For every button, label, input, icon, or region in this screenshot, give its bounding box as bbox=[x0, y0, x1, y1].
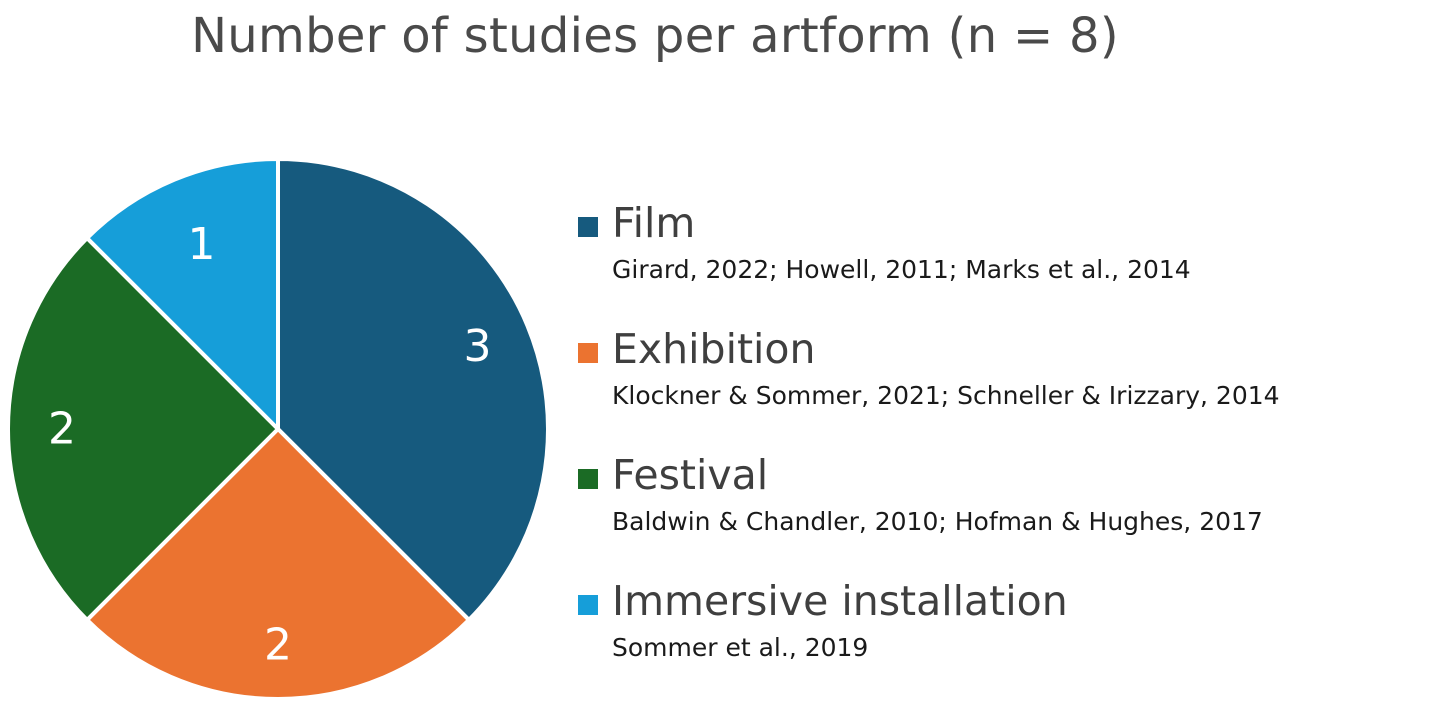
pie-slice-film bbox=[276, 157, 550, 622]
pie-value-label-exhibition: 2 bbox=[264, 620, 292, 671]
chart-title: Number of studies per artform (n = 8) bbox=[191, 8, 1119, 64]
legend-references-film: Girard, 2022; Howell, 2011; Marks et al.… bbox=[612, 255, 1191, 284]
pie-slice-immersive-installation bbox=[85, 157, 280, 431]
legend-references-immersive-installation: Sommer et al., 2019 bbox=[612, 633, 869, 662]
legend-swatch-immersive-installation bbox=[578, 595, 598, 615]
legend-references-exhibition: Klockner & Sommer, 2021; Schneller & Iri… bbox=[612, 381, 1280, 410]
legend-references-festival: Baldwin & Chandler, 2010; Hofman & Hughe… bbox=[612, 507, 1263, 536]
pie-chart: 3 2 2 1 bbox=[6, 157, 550, 701]
pie-value-label-festival: 2 bbox=[48, 404, 76, 455]
pie-slice-festival bbox=[6, 236, 280, 622]
legend-label-festival: Festival bbox=[612, 451, 769, 499]
pie-slice-exhibition bbox=[85, 427, 471, 701]
pie-value-label-immersive-installation: 1 bbox=[188, 219, 216, 270]
legend-swatch-exhibition bbox=[578, 343, 598, 363]
legend-label-film: Film bbox=[612, 199, 696, 247]
legend-label-immersive-installation: Immersive installation bbox=[612, 577, 1068, 625]
pie-value-label-film: 3 bbox=[464, 321, 492, 372]
legend-swatch-festival bbox=[578, 469, 598, 489]
legend-label-exhibition: Exhibition bbox=[612, 325, 816, 373]
legend-swatch-film bbox=[578, 217, 598, 237]
